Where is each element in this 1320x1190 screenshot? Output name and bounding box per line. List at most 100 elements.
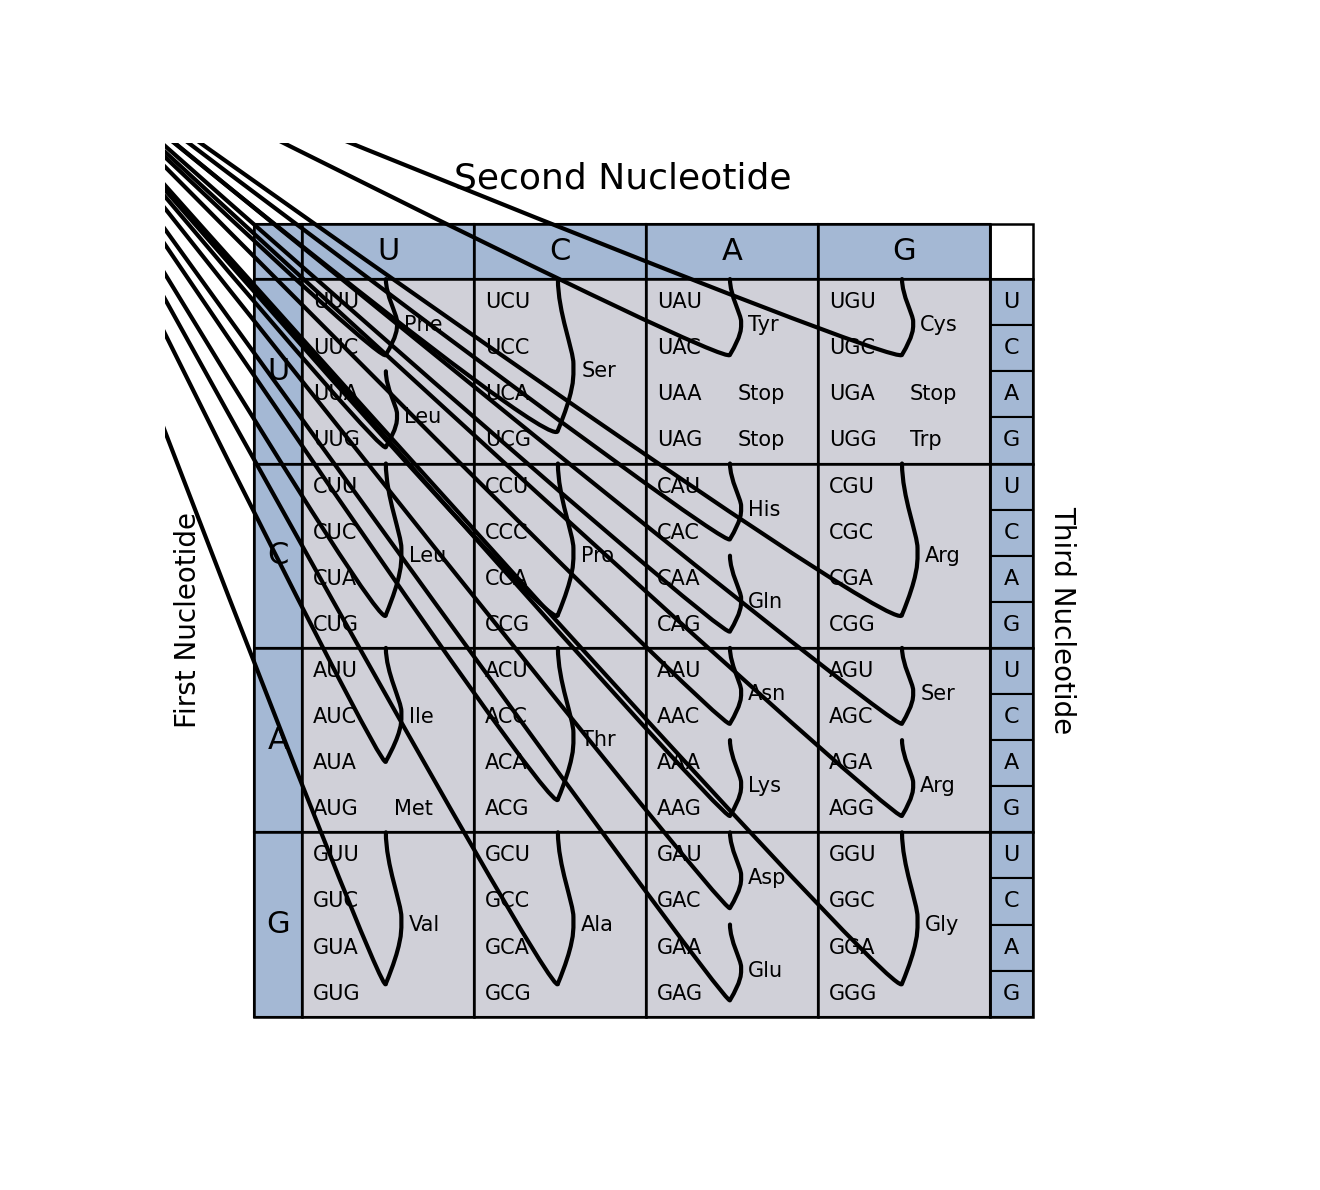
Text: CCA: CCA: [484, 569, 528, 589]
Bar: [990, 371, 1034, 418]
Text: UGC: UGC: [829, 338, 875, 358]
Text: CGU: CGU: [829, 476, 875, 496]
Text: CAC: CAC: [657, 522, 700, 543]
Bar: [302, 280, 474, 464]
Text: UCC: UCC: [484, 338, 529, 358]
Text: Gln: Gln: [748, 591, 783, 612]
Text: ACC: ACC: [484, 707, 528, 727]
Text: AAU: AAU: [657, 660, 702, 681]
Text: AGC: AGC: [829, 707, 874, 727]
Text: CUA: CUA: [313, 569, 358, 589]
Bar: [647, 832, 818, 1016]
Bar: [990, 556, 1034, 602]
Bar: [990, 325, 1034, 371]
Text: GCG: GCG: [484, 984, 532, 1003]
Text: GUA: GUA: [313, 938, 359, 958]
Text: GCC: GCC: [484, 891, 531, 912]
Text: Stop: Stop: [738, 431, 785, 451]
Text: Trp: Trp: [909, 431, 941, 451]
Text: GGA: GGA: [829, 938, 875, 958]
Text: Stop: Stop: [738, 384, 785, 405]
Text: A: A: [1005, 753, 1019, 774]
Text: C: C: [1005, 522, 1019, 543]
Bar: [818, 280, 990, 464]
Bar: [647, 464, 818, 647]
Text: Leu: Leu: [409, 546, 446, 565]
Text: Phe: Phe: [404, 315, 442, 336]
Text: UGA: UGA: [829, 384, 875, 405]
Text: GGU: GGU: [829, 845, 876, 865]
Text: CAU: CAU: [657, 476, 701, 496]
Text: GUU: GUU: [313, 845, 360, 865]
Text: C: C: [1005, 707, 1019, 727]
Bar: [990, 647, 1034, 694]
Text: AAC: AAC: [657, 707, 701, 727]
Text: A: A: [268, 726, 289, 754]
Text: A: A: [722, 237, 743, 265]
Text: GUG: GUG: [313, 984, 360, 1003]
Text: Stop: Stop: [909, 384, 957, 405]
Text: UCG: UCG: [484, 431, 531, 451]
Bar: [474, 647, 647, 832]
Bar: [647, 647, 818, 832]
Bar: [990, 280, 1034, 325]
Text: UAU: UAU: [657, 292, 702, 312]
Text: Ala: Ala: [581, 915, 614, 934]
Text: First Nucleotide: First Nucleotide: [174, 512, 202, 728]
Text: A: A: [1005, 938, 1019, 958]
Text: AUG: AUG: [313, 800, 359, 819]
Text: UUA: UUA: [313, 384, 358, 405]
Text: U: U: [1003, 292, 1020, 312]
Bar: [818, 832, 990, 1016]
Bar: [474, 224, 647, 280]
Text: C: C: [268, 541, 289, 570]
Text: ACA: ACA: [484, 753, 528, 774]
Text: Cys: Cys: [920, 315, 958, 336]
Bar: [255, 280, 302, 464]
Text: AUC: AUC: [313, 707, 358, 727]
Text: ACU: ACU: [484, 660, 529, 681]
Text: Pro: Pro: [581, 546, 614, 565]
Text: CUG: CUG: [313, 615, 359, 635]
Text: Asp: Asp: [748, 869, 787, 889]
Bar: [302, 832, 474, 1016]
Text: AAA: AAA: [657, 753, 701, 774]
Text: U: U: [1003, 660, 1020, 681]
Text: Val: Val: [409, 915, 441, 934]
Text: CCG: CCG: [484, 615, 531, 635]
Bar: [990, 787, 1034, 832]
Text: U: U: [1003, 476, 1020, 496]
Text: G: G: [1003, 984, 1020, 1003]
Text: CAA: CAA: [657, 569, 701, 589]
Text: CUU: CUU: [313, 476, 358, 496]
Text: UCU: UCU: [484, 292, 531, 312]
Bar: [647, 280, 818, 464]
Text: G: G: [1003, 431, 1020, 451]
Text: AGA: AGA: [829, 753, 874, 774]
Bar: [302, 464, 474, 647]
Text: UAG: UAG: [657, 431, 702, 451]
Text: AGG: AGG: [829, 800, 875, 819]
Text: UUU: UUU: [313, 292, 359, 312]
Text: C: C: [549, 237, 572, 265]
Text: Leu: Leu: [404, 407, 441, 427]
Text: GCA: GCA: [484, 938, 529, 958]
Text: UAA: UAA: [657, 384, 702, 405]
Text: Ile: Ile: [409, 707, 434, 727]
Text: AUU: AUU: [313, 660, 358, 681]
Bar: [990, 602, 1034, 647]
Bar: [990, 464, 1034, 509]
Text: GAG: GAG: [657, 984, 704, 1003]
Text: Arg: Arg: [920, 776, 956, 796]
Bar: [990, 878, 1034, 925]
Bar: [818, 647, 990, 832]
Text: Met: Met: [393, 800, 433, 819]
Text: UUC: UUC: [313, 338, 358, 358]
Bar: [255, 464, 302, 647]
Bar: [255, 224, 990, 1016]
Text: CGG: CGG: [829, 615, 876, 635]
Bar: [990, 971, 1034, 1016]
Bar: [990, 832, 1034, 878]
Text: GCU: GCU: [484, 845, 531, 865]
Text: UUG: UUG: [313, 431, 360, 451]
